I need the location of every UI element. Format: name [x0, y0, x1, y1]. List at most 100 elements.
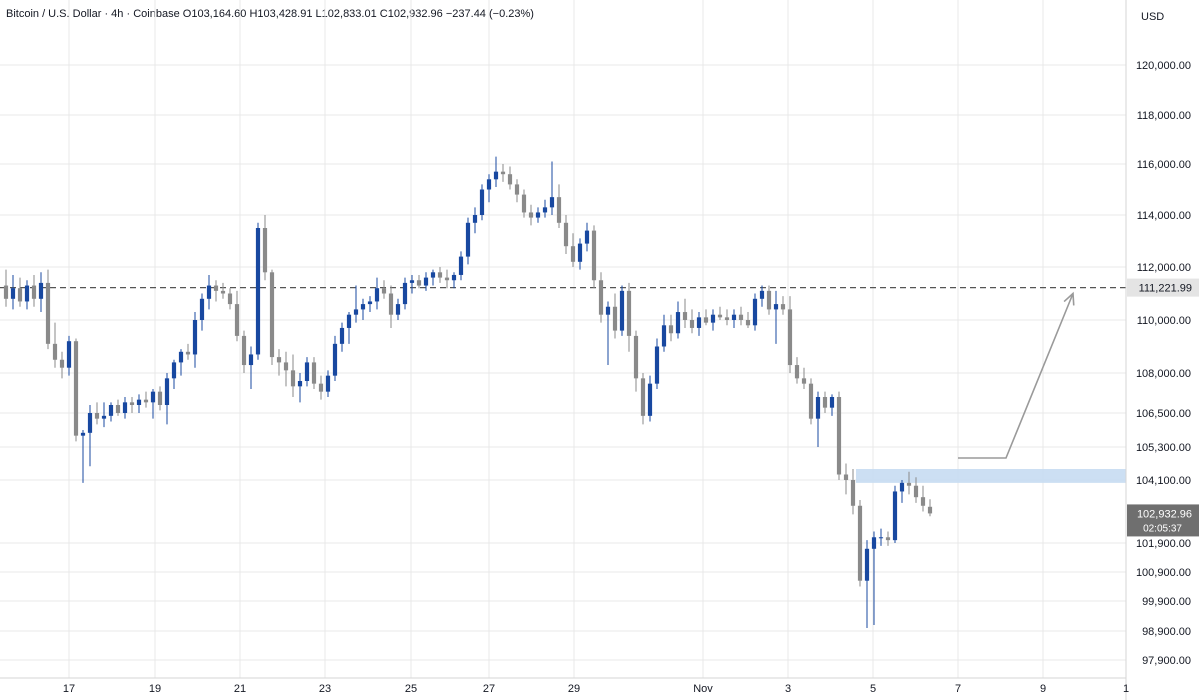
candle-body [213, 285, 219, 291]
last-price-label: 102,932.96 [1137, 508, 1192, 520]
candle-body [346, 314, 352, 328]
candle-body [927, 506, 933, 514]
price-tick-label: 118,000.00 [1137, 110, 1191, 122]
time-tick-label: 25 [405, 683, 417, 695]
symbol-legend: Bitcoin / U.S. Dollar · 4h · Coinbase O1… [6, 8, 534, 20]
candle-body [675, 312, 681, 334]
candle-body [647, 383, 653, 416]
candle-body [430, 272, 436, 278]
low-label: L [315, 8, 322, 20]
candle-body [353, 309, 359, 315]
candle-body [710, 314, 716, 323]
price-tick-label: 106,500.00 [1136, 408, 1191, 420]
candle-body [479, 189, 485, 215]
candle-body [780, 304, 786, 310]
candle-body [199, 298, 205, 320]
candle-body [521, 194, 527, 213]
candle-body [913, 485, 919, 498]
time-tick-label: 3 [785, 683, 791, 695]
time-tick-label: 1 [1123, 683, 1129, 695]
price-tick-label: 99,900.00 [1142, 596, 1191, 608]
candle-body [871, 537, 877, 549]
candle-body [150, 391, 156, 403]
candle-body [129, 402, 135, 405]
candle-body [822, 397, 828, 408]
candle-body [339, 327, 345, 344]
price-axis-bg [1126, 0, 1199, 700]
price-tick-label: 114,000.00 [1137, 210, 1191, 222]
candle-body [808, 383, 814, 419]
time-tick-label: 21 [234, 683, 246, 695]
candle-body [731, 314, 737, 320]
candles [3, 156, 933, 628]
price-axis[interactable]: USD 120,000.00 118,000.00 116,000.00 114,000… [1125, 0, 1199, 700]
candle-body [591, 230, 597, 281]
candle-body [381, 288, 387, 294]
candle-body [52, 343, 58, 360]
candle-body [101, 415, 107, 419]
exchange-label: Coinbase [133, 8, 180, 20]
candle-body [416, 280, 422, 286]
candle-body [276, 357, 282, 363]
candle-body [108, 405, 114, 416]
candle-body [486, 179, 492, 190]
candle-body [759, 290, 765, 299]
projection-arrow-layer [958, 291, 1075, 459]
candle-body [549, 197, 555, 208]
price-tick-label: 104,100.00 [1136, 475, 1191, 487]
time-axis[interactable]: 17 19 21 23 25 27 29 Nov 3 5 7 9 1 [0, 677, 1129, 695]
candle-body [94, 413, 100, 419]
candle-body [500, 171, 506, 175]
close-value: 102,932.96 [387, 8, 443, 20]
candle-body [773, 304, 779, 310]
candle-body [325, 375, 331, 392]
currency-label: USD [1141, 11, 1164, 23]
candle-body [640, 378, 646, 416]
candle-body [584, 230, 590, 244]
resistance-label: 111,221.99 [1139, 283, 1192, 295]
candle-body [878, 537, 884, 539]
candle-body [654, 346, 660, 384]
candle-body [423, 277, 429, 286]
candle-body [262, 228, 268, 273]
candle-body [10, 288, 16, 299]
candle-body [836, 397, 842, 475]
support-zone [856, 469, 1126, 483]
candle-body [24, 285, 30, 302]
candle-body [17, 288, 23, 302]
price-tick-label: 101,900.00 [1136, 538, 1191, 550]
candle-body [45, 282, 51, 344]
time-tick-label: Nov [693, 683, 713, 695]
price-tick-label: 98,900.00 [1142, 626, 1191, 638]
candle-body [717, 314, 723, 318]
candle-body [444, 277, 450, 281]
candle-body [906, 482, 912, 486]
interval-label: 4h [111, 8, 124, 20]
candle-body [3, 285, 9, 299]
price-tick-label: 100,900.00 [1136, 567, 1191, 579]
candle-body [220, 290, 226, 294]
time-tick-label: 23 [319, 683, 331, 695]
projection-arrow-line [958, 293, 1074, 459]
candle-body [570, 246, 576, 262]
close-label: C [379, 8, 388, 20]
candle-body [598, 280, 604, 315]
candle-body [843, 474, 849, 480]
change-value: −237.44 (−0.23%) [445, 8, 534, 20]
high-label: H [249, 8, 258, 20]
candle-body [178, 351, 184, 363]
low-value: 102,833.01 [321, 8, 377, 20]
candle-body [192, 320, 198, 355]
candle-body [829, 397, 835, 408]
support-zone-layer [856, 469, 1126, 483]
projection-arrow-head [1063, 291, 1075, 306]
candle-body [724, 317, 730, 320]
candle-body [661, 325, 667, 347]
candle-body [241, 335, 247, 366]
candle-body [374, 288, 380, 302]
time-tick-label: 9 [1040, 683, 1046, 695]
candle-body [185, 351, 191, 355]
candle-body [633, 335, 639, 379]
